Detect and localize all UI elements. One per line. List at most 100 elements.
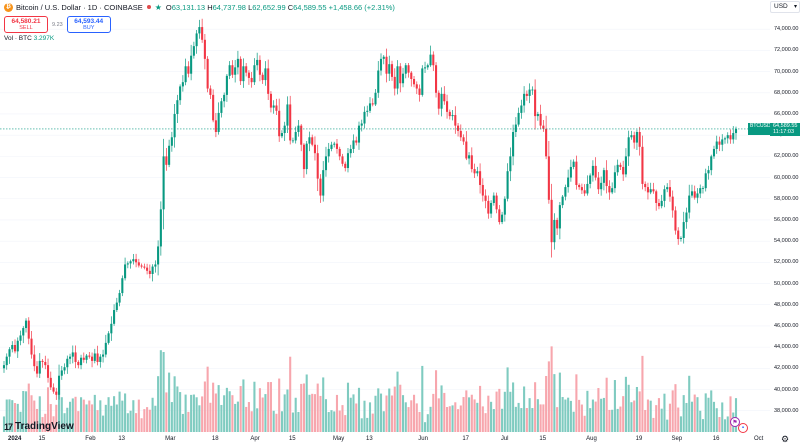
buy-button[interactable]: 64,593.44 BUY [66, 16, 111, 33]
candle [578, 184, 581, 188]
gear-icon[interactable]: ⚙ [781, 434, 790, 444]
candle [2, 365, 6, 369]
volume-bar [523, 386, 526, 432]
sell-button[interactable]: 64,580.21 SELL [4, 16, 48, 33]
volume-bar [104, 404, 107, 432]
candle [231, 65, 234, 75]
candle [649, 189, 652, 193]
volume-bar [269, 382, 272, 432]
candle [187, 66, 190, 74]
volume-bar [503, 391, 506, 432]
candle [479, 171, 482, 185]
volume-bar [401, 395, 405, 432]
volume-bar [517, 402, 520, 432]
us-flag-icon[interactable]: ▪ [738, 423, 748, 433]
volume-bar [443, 392, 446, 432]
candle [121, 278, 124, 294]
candle [600, 182, 603, 190]
time-tick: Oct [754, 436, 764, 442]
volume-bar [542, 404, 545, 432]
market-status-icon[interactable] [146, 5, 151, 9]
volume-bar [377, 388, 380, 432]
candle [192, 46, 195, 56]
volume-bar [173, 376, 176, 432]
trade-panel: 64,580.21 SELL 9.23 64,593.44 BUY [4, 16, 111, 33]
star-icon[interactable]: ★ [154, 2, 162, 12]
tradingview-logo[interactable]: 17 TradingView [4, 421, 74, 432]
candle [330, 144, 333, 149]
volume-bar [501, 408, 504, 432]
volume-bar [432, 393, 435, 432]
time-tick: 15 [38, 436, 46, 442]
volume-bar [468, 397, 471, 432]
volume-bar [38, 396, 41, 432]
volume-bar [102, 415, 105, 432]
volume-bar [170, 402, 173, 432]
volume-bar [451, 405, 454, 432]
symbol-title[interactable]: Bitcoin / U.S. Dollar · 1D · COINBASE [16, 2, 143, 12]
volume-bar [77, 411, 80, 432]
candle [586, 183, 589, 194]
volume-bar [2, 416, 6, 432]
volume-bar [531, 408, 534, 432]
volume-bar [355, 403, 358, 432]
candle [462, 137, 465, 142]
time-axis[interactable]: 2024 15 Feb 13 Mar 18 Apr 15 May 13 Jun 17 Jul 15 Aug 1… [0, 433, 770, 445]
candle [154, 264, 157, 267]
volume-bar [341, 405, 344, 432]
price-axis[interactable]: 74,000.00 72,000.00 70,000.00 68,000.00 66,0… [770, 0, 800, 445]
volume-bar [561, 397, 564, 432]
candle [622, 166, 625, 175]
candle [558, 205, 561, 229]
volume-bar [201, 396, 204, 432]
candle [415, 84, 418, 89]
volume-bar [132, 400, 135, 432]
candle [35, 366, 39, 374]
volume-bar [578, 399, 581, 432]
candle [379, 58, 383, 71]
candle [492, 195, 495, 203]
candle [671, 196, 674, 211]
volume-bar [415, 403, 418, 432]
time-tick: 2024 [8, 436, 22, 442]
volume-bar [685, 402, 688, 432]
volume-bar [470, 394, 473, 432]
candle [539, 113, 542, 126]
last-price-tag: 64,589.55 11:17:03 [770, 122, 800, 136]
volume-legend[interactable]: Vol · BTC 3.297K [4, 35, 55, 42]
volume-bar [283, 394, 286, 432]
volume-bar [476, 402, 479, 432]
volume-bar [135, 413, 138, 432]
candle [151, 266, 154, 274]
candle [451, 115, 454, 117]
candle [275, 105, 278, 111]
volume-bar [572, 411, 575, 432]
candle [542, 125, 545, 129]
volume-bar [168, 372, 171, 432]
volume-bar [143, 409, 146, 432]
candle [38, 360, 41, 374]
candle [220, 101, 223, 113]
candle [377, 70, 380, 93]
price-chart[interactable] [0, 0, 770, 433]
volume-bar [225, 387, 228, 432]
candle [88, 355, 91, 357]
volume-bar [27, 383, 30, 432]
volume-bar [49, 404, 52, 432]
candle [214, 120, 217, 132]
candle [613, 172, 616, 189]
volume-bar [382, 411, 385, 432]
volume-bar [16, 403, 19, 432]
event-flag-icon[interactable]: ⚑ [730, 417, 740, 427]
candle [289, 104, 292, 141]
candle [102, 354, 105, 357]
candle [203, 39, 206, 59]
currency-select[interactable]: USD [770, 1, 800, 13]
volume-bar [660, 408, 663, 432]
candle [286, 104, 289, 126]
candle [368, 103, 372, 111]
time-tick: Aug [586, 436, 597, 442]
price-change: +1,458.66 (+2.31%) [328, 2, 395, 12]
volume-bar [423, 422, 427, 432]
volume-bar [179, 392, 182, 432]
